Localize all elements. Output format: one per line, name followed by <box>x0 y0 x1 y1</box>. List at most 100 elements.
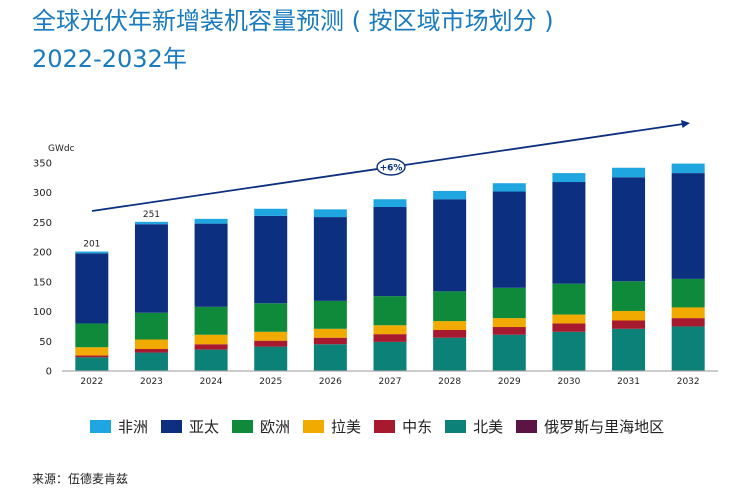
y-tick-label: 50 <box>39 337 52 348</box>
x-tick-label: 2031 <box>617 377 640 387</box>
x-tick-label: 2025 <box>259 377 282 387</box>
bar-segment <box>134 221 168 225</box>
bar-segment <box>254 340 288 347</box>
bar-segment <box>313 217 347 301</box>
legend-label: 非洲 <box>118 418 149 436</box>
x-tick-label: 2024 <box>200 377 223 387</box>
bar-segment <box>75 357 109 371</box>
bar-segment <box>134 352 168 371</box>
x-tick-label: 2028 <box>438 377 461 387</box>
bar-segment <box>373 325 407 335</box>
bar-segment <box>254 331 288 341</box>
bar-segment <box>671 326 705 371</box>
trend-arrowhead <box>681 120 690 128</box>
bar-segment <box>612 320 646 329</box>
legend-item: 亚太 <box>161 416 219 437</box>
legend-label: 俄罗斯与里海地区 <box>544 418 665 436</box>
x-tick-label: 2027 <box>379 377 402 387</box>
legend-swatch <box>445 420 467 433</box>
x-tick-label: 2032 <box>677 377 700 387</box>
bar-segment <box>194 218 228 224</box>
bar-segment <box>671 278 705 308</box>
title-line-2: 2022-2032年 <box>32 45 187 73</box>
bar-segment <box>254 303 288 332</box>
y-tick-label: 100 <box>33 307 52 318</box>
legend-item: 拉美 <box>303 416 361 437</box>
y-tick-label: 200 <box>33 248 52 259</box>
bar-segment <box>254 215 288 304</box>
bar-segment <box>313 337 347 345</box>
bar-segment <box>75 253 109 324</box>
legend-swatch <box>516 420 538 433</box>
y-tick-label: 250 <box>33 218 52 229</box>
legend-swatch <box>232 420 254 433</box>
bar-segment <box>492 334 526 371</box>
bar-segment <box>552 323 586 332</box>
bar-segment <box>433 190 467 200</box>
legend-label: 拉美 <box>331 418 362 436</box>
legend-item: 俄罗斯与里海地区 <box>516 416 664 437</box>
legend-item: 欧洲 <box>232 416 290 437</box>
bar-segment <box>612 281 646 311</box>
legend-item: 北美 <box>445 416 503 437</box>
bar-total-label: 201 <box>83 240 100 250</box>
bar-segment <box>671 307 705 319</box>
bar-segment <box>492 191 526 288</box>
bar-segment <box>492 327 526 335</box>
bar-segment <box>373 206 407 297</box>
bar-segment <box>134 312 168 340</box>
bar-segment <box>75 347 109 356</box>
title-line-1: 全球光伏年新增装机容量预测 ( 按区域市场划分 ) <box>32 7 554 35</box>
bar-segment <box>254 346 288 371</box>
bar-segment <box>671 163 705 174</box>
y-tick-label: 350 <box>33 159 52 170</box>
bar-segment <box>492 183 526 192</box>
bar-segment <box>194 349 228 371</box>
bar-segment <box>433 291 467 322</box>
y-tick-label: 150 <box>33 277 52 288</box>
x-tick-label: 2022 <box>80 377 103 387</box>
legend-label: 亚太 <box>189 418 220 436</box>
bar-segment <box>373 334 407 342</box>
bar-segment <box>194 344 228 350</box>
legend-swatch <box>303 420 325 433</box>
bar-segment <box>313 209 347 218</box>
bar-segment <box>134 224 168 313</box>
bar-segment <box>313 344 347 371</box>
trend-annotation-label: +6% <box>380 164 403 174</box>
bar-segment <box>194 334 228 345</box>
legend-swatch <box>161 420 183 433</box>
bar-segment <box>75 355 109 358</box>
bar-segment <box>433 321 467 330</box>
bar-segment <box>671 173 705 279</box>
bar-total-label: 251 <box>143 210 160 220</box>
bar-segment <box>492 318 526 328</box>
bar-segment <box>433 329 467 338</box>
bar-segment <box>433 199 467 292</box>
legend-item: 非洲 <box>90 416 148 437</box>
bar-segment <box>373 199 407 207</box>
legend-label: 北美 <box>473 418 504 436</box>
legend-swatch <box>374 420 396 433</box>
bar-segment <box>552 173 586 183</box>
bar-segment <box>433 337 467 371</box>
bar-segment <box>552 314 586 324</box>
x-tick-label: 2029 <box>498 377 521 387</box>
y-tick-label: 0 <box>46 367 52 378</box>
y-axis-unit-label: GWdc <box>48 144 75 154</box>
bar-segment <box>492 287 526 319</box>
bar-segment <box>313 300 347 329</box>
y-tick-label: 300 <box>33 188 52 199</box>
bar-segment <box>194 306 228 335</box>
x-tick-label: 2026 <box>319 377 342 387</box>
bar-segment <box>373 296 407 326</box>
bar-segment <box>612 328 646 371</box>
chart-title: 全球光伏年新增装机容量预测 ( 按区域市场划分 ) 2022-2032年 <box>32 2 554 78</box>
trend-annotation-bubble <box>376 158 406 176</box>
x-tick-label: 2030 <box>557 377 580 387</box>
bar-segment <box>134 349 168 353</box>
legend-label: 欧洲 <box>260 418 291 436</box>
bar-segment <box>612 310 646 321</box>
bar-segment <box>612 167 646 178</box>
